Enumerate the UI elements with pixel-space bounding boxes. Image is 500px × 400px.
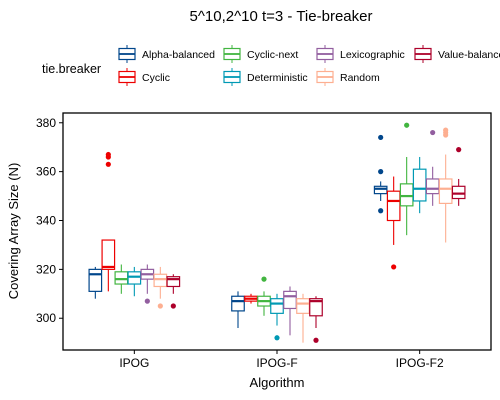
box-alpha-balanced-ipog <box>88 266 103 299</box>
box-body <box>88 268 103 292</box>
legend-item-alpha-balanced: Alpha-balanced <box>118 45 215 63</box>
outlier-point <box>144 298 150 304</box>
box-body <box>373 185 388 195</box>
box-body <box>127 271 142 285</box>
legend-item-random: Random <box>316 68 380 86</box>
box-body <box>296 298 310 314</box>
box-body <box>386 190 401 222</box>
x-tick-label-ipog: IPOG <box>119 356 149 370</box>
box-lexicographic-ipog-f <box>283 286 297 336</box>
legend-item-value-balanced: Value-balanced <box>414 45 500 63</box>
legend-label: Random <box>340 72 380 84</box>
box-value-balanced-ipog <box>166 274 181 309</box>
box-body <box>399 183 414 207</box>
box-cyclic-next-ipog-f2 <box>399 122 414 236</box>
outlier-point <box>378 208 384 214</box>
box-body <box>309 298 323 317</box>
box-random-ipog-f <box>296 293 310 343</box>
box-lexicographic-ipog-f2 <box>425 129 440 206</box>
legend-item-lexicographic: Lexicographic <box>316 45 405 63</box>
box-cyclic-next-ipog <box>114 264 129 294</box>
legend-label: Cyclic-next <box>247 49 298 61</box>
legend-label: Deterministic <box>247 72 308 84</box>
box-value-balanced-ipog-f <box>309 296 323 343</box>
chart-title: 5^10,2^10 t=3 - Tie-breaker <box>190 8 373 25</box>
box-body <box>101 239 116 270</box>
outlier-point <box>313 337 319 343</box>
y-axis-title: Covering Array Size (N) <box>6 163 21 300</box>
legend-title: tie.breaker <box>42 62 101 76</box>
y-tick-label-340: 340 <box>36 214 56 228</box>
box-deterministic-ipog <box>127 266 142 297</box>
box-alpha-balanced-ipog-f <box>231 291 245 329</box>
outlier-point <box>391 264 397 270</box>
legend-label: Lexicographic <box>340 49 405 61</box>
legend-label: Cyclic <box>142 72 170 84</box>
legend-item-deterministic: Deterministic <box>223 68 308 86</box>
outlier-point <box>456 147 462 153</box>
legend: Alpha-balanced Cyclic Cyclic-next Determini… <box>118 45 500 86</box>
box-body <box>231 295 245 312</box>
outlier-point <box>274 335 280 341</box>
y-tick-label-320: 320 <box>36 262 56 276</box>
y-tick-label-380: 380 <box>36 116 56 130</box>
box-body <box>283 290 297 310</box>
outlier-point <box>105 154 111 160</box>
box-cyclic-ipog <box>101 151 116 292</box>
outlier-point <box>105 161 111 167</box>
box-cyclic-ipog-f2 <box>386 176 401 270</box>
outlier-point <box>378 134 384 141</box>
box-deterministic-ipog-f2 <box>412 156 427 214</box>
box-body <box>166 276 181 288</box>
box-body <box>412 168 427 202</box>
box-body <box>438 178 453 205</box>
box-body <box>270 298 284 314</box>
box-random-ipog <box>153 266 168 309</box>
box-alpha-balanced-ipog-f2 <box>373 134 388 214</box>
outlier-point <box>430 129 436 136</box>
x-axis-title: Algorithm <box>250 375 305 390</box>
outlier-point <box>378 169 384 175</box>
plot-area <box>88 122 466 343</box>
box-cyclic-ipog-f <box>244 293 258 304</box>
outlier-point <box>157 303 163 309</box>
box-body <box>425 178 440 195</box>
outlier-point <box>261 276 267 282</box>
outlier-point <box>404 122 410 128</box>
box-cyclic-next-ipog-f <box>257 276 271 316</box>
x-axis: IPOG IPOG-F IPOG-F2 <box>119 350 444 370</box>
box-random-ipog-f2 <box>438 127 453 243</box>
outlier-point <box>443 132 449 138</box>
box-lexicographic-ipog <box>140 264 155 304</box>
box-body <box>114 271 129 285</box>
box-body <box>153 273 168 288</box>
x-tick-label-ipog-f2: IPOG-F2 <box>396 356 444 370</box>
legend-label: Value-balanced <box>438 49 500 61</box>
y-axis: 300 320 340 360 380 <box>36 116 63 325</box>
legend-item-cyclic: Cyclic <box>118 68 170 86</box>
outlier-point <box>170 303 176 309</box>
y-tick-label-300: 300 <box>36 311 56 325</box>
box-deterministic-ipog-f <box>270 293 284 341</box>
legend-label: Alpha-balanced <box>142 49 215 61</box>
x-tick-label-ipog-f: IPOG-F <box>256 356 297 370</box>
legend-item-cyclic-next: Cyclic-next <box>223 45 298 63</box>
y-tick-label-360: 360 <box>36 165 56 179</box>
box-value-balanced-ipog-f2 <box>451 147 466 206</box>
box-body <box>451 185 466 200</box>
